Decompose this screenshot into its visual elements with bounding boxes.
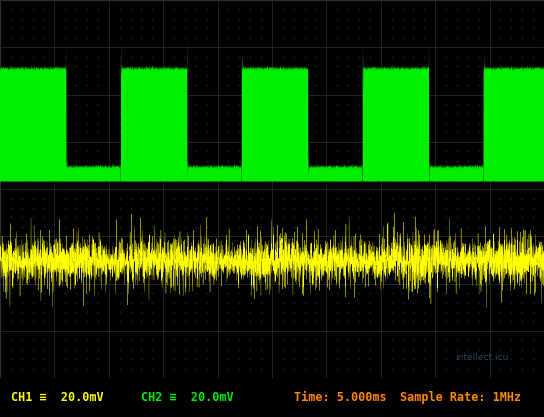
Text: intellect.icu: intellect.icu [455,353,508,362]
Text: CH2 ≡  20.0mV: CH2 ≡ 20.0mV [141,391,234,404]
Text: Sample Rate: 1MHz: Sample Rate: 1MHz [400,391,521,404]
Text: Time: 5.000ms: Time: 5.000ms [294,391,386,404]
Text: CH1 ≡  20.0mV: CH1 ≡ 20.0mV [11,391,103,404]
